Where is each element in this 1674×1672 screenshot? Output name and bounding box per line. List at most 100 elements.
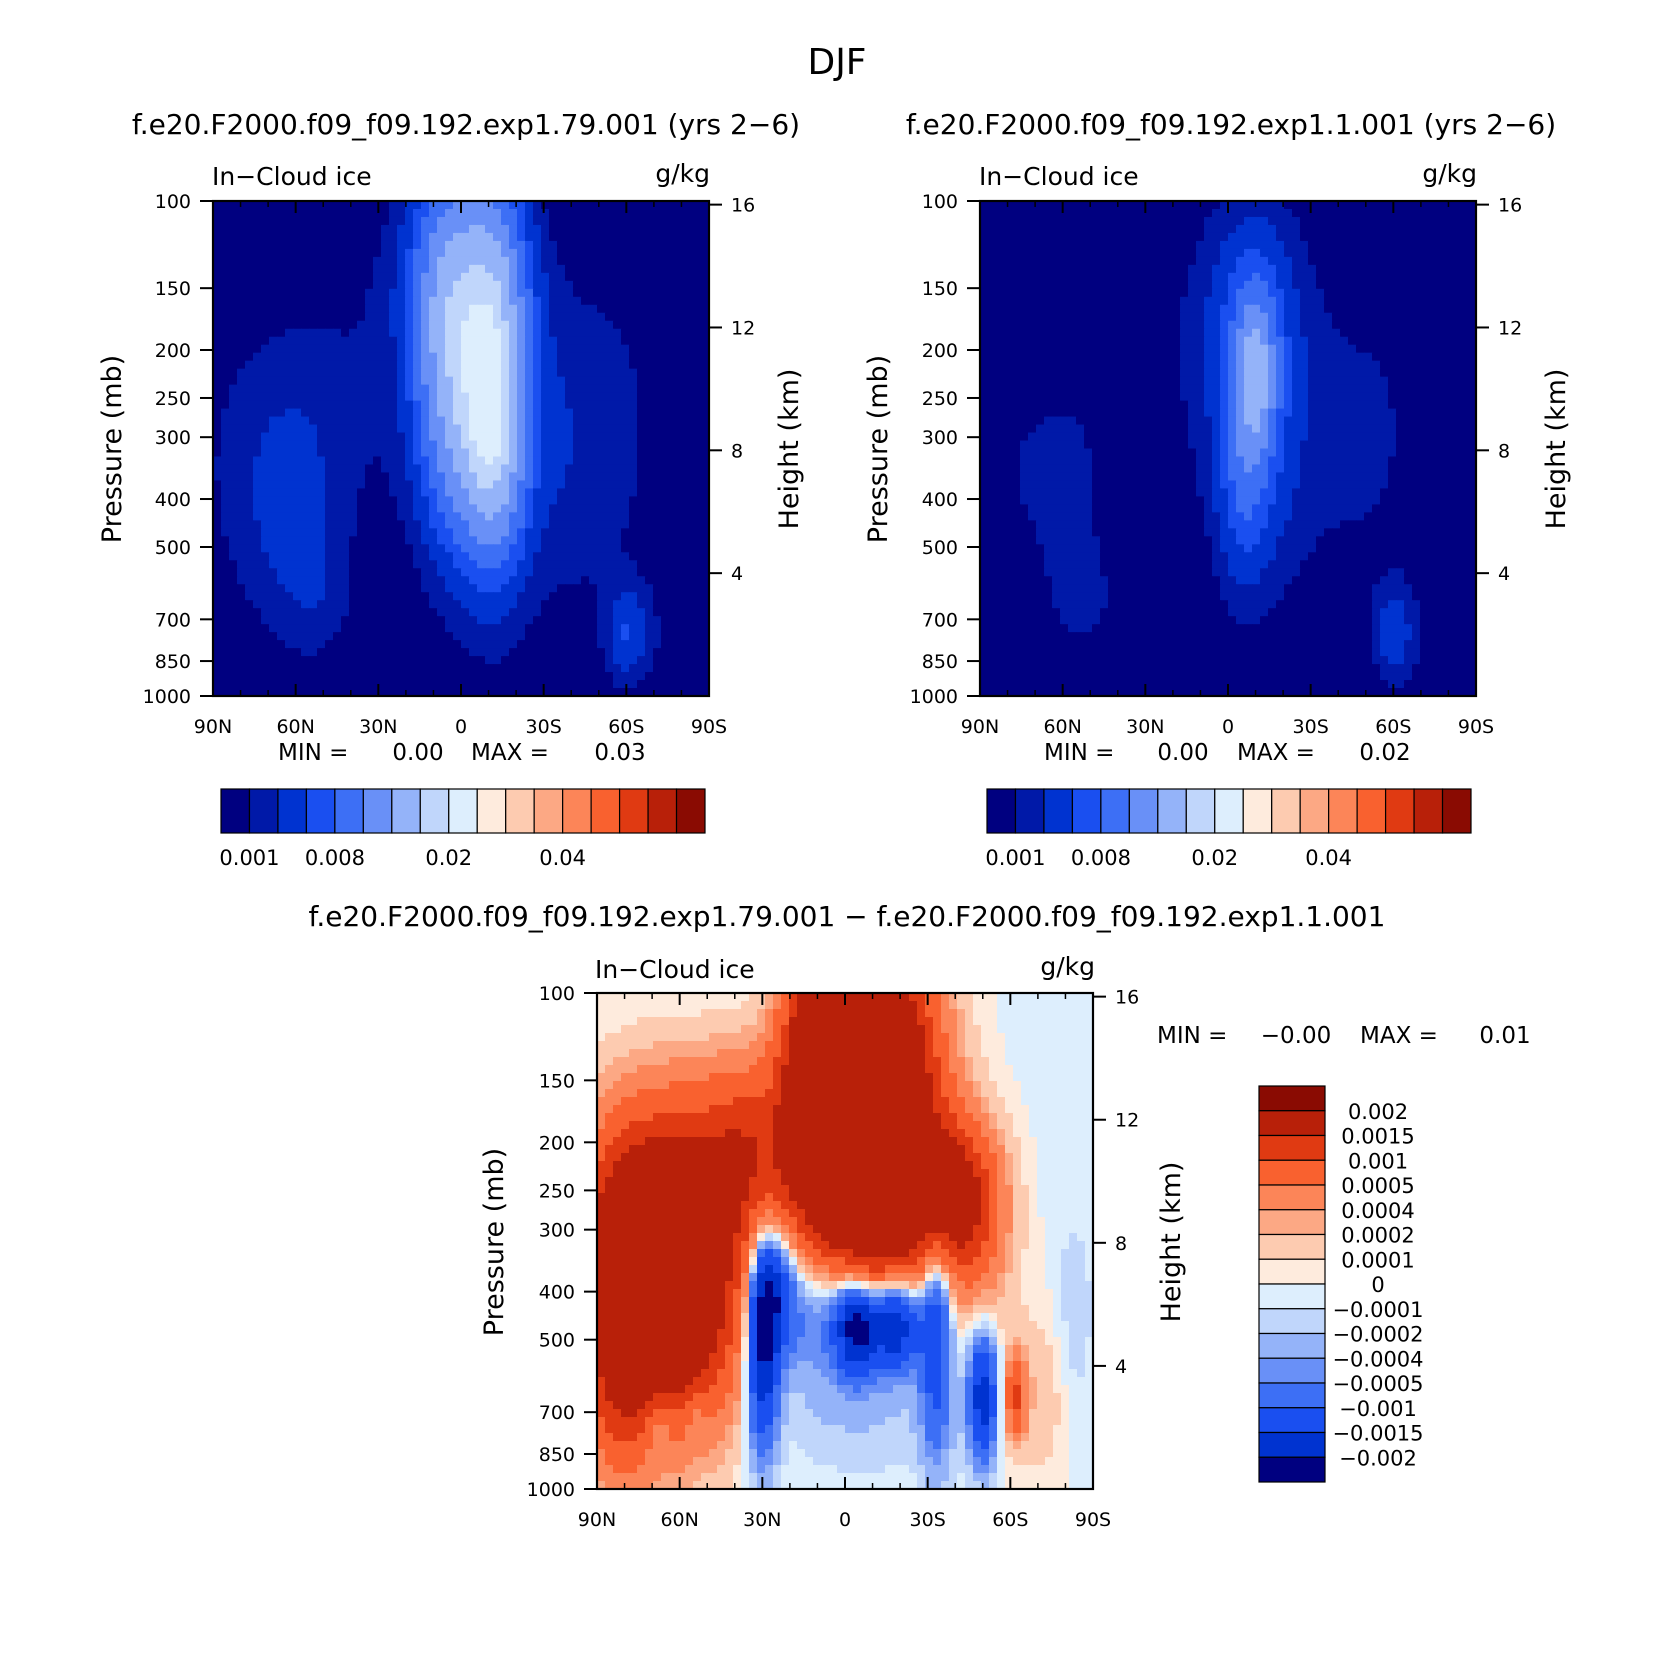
field-cell — [1300, 280, 1309, 290]
field-cell — [1324, 232, 1333, 242]
field-cell — [685, 288, 694, 298]
field-cell — [493, 304, 502, 314]
field-cell — [317, 520, 326, 529]
field-cell — [213, 512, 222, 521]
field-cell — [245, 544, 254, 553]
field-cell — [213, 392, 222, 402]
field-cell — [285, 544, 294, 553]
field-cell — [373, 672, 382, 681]
field-cell — [605, 680, 614, 689]
field-cell — [1236, 320, 1245, 330]
field-cell — [581, 496, 590, 505]
field-cell — [477, 392, 486, 402]
field-cell — [317, 496, 326, 505]
field-cell — [429, 296, 438, 306]
field-cell — [349, 312, 358, 322]
field-cell — [653, 544, 662, 553]
field-cell — [613, 432, 622, 442]
field-cell — [701, 544, 710, 553]
field-cell — [453, 288, 462, 298]
field-cell — [445, 232, 454, 242]
field-cell — [213, 320, 222, 330]
field-cell — [469, 568, 478, 577]
field-cell — [397, 224, 406, 234]
field-cell — [373, 560, 382, 569]
field-cell — [325, 224, 334, 234]
field-cell — [389, 632, 398, 641]
field-cell — [237, 656, 246, 665]
field-cell — [285, 536, 294, 545]
field-cell — [1004, 208, 1013, 218]
field-cell — [429, 328, 438, 338]
field-cell — [221, 688, 230, 697]
field-cell — [397, 600, 406, 609]
field-cell — [1452, 208, 1461, 218]
field-cell — [293, 544, 302, 553]
field-cell — [693, 432, 702, 442]
field-cell — [365, 312, 374, 322]
field-cell — [317, 584, 326, 593]
field-cell — [1068, 312, 1077, 322]
field-cell — [325, 240, 334, 250]
field-cell — [357, 616, 366, 625]
field-cell — [229, 688, 238, 697]
field-cell — [637, 560, 646, 569]
field-cell — [325, 384, 334, 394]
field-cell — [557, 440, 566, 450]
field-cell — [581, 400, 590, 410]
field-cell — [613, 488, 622, 497]
field-cell — [1044, 312, 1053, 322]
field-cell — [1292, 216, 1301, 226]
field-cell — [541, 336, 550, 346]
field-cell — [533, 288, 542, 298]
field-cell — [1212, 232, 1221, 242]
field-cell — [549, 376, 558, 386]
field-cell — [1108, 312, 1117, 322]
field-cell — [373, 392, 382, 402]
field-cell — [365, 264, 374, 274]
field-cell — [373, 456, 382, 466]
field-cell — [980, 208, 989, 218]
field-cell — [1052, 288, 1061, 298]
field-cell — [429, 592, 438, 601]
field-cell — [429, 568, 438, 577]
field-cell — [221, 528, 230, 537]
field-cell — [629, 344, 638, 354]
field-cell — [445, 264, 454, 274]
field-cell — [1204, 312, 1213, 322]
field-cell — [301, 344, 310, 354]
field-cell — [1172, 240, 1181, 250]
field-cell — [533, 336, 542, 346]
field-cell — [317, 688, 326, 697]
field-cell — [605, 568, 614, 577]
field-cell — [1252, 296, 1261, 306]
field-cell — [229, 368, 238, 378]
field-cell — [565, 368, 574, 378]
field-cell — [1132, 216, 1141, 226]
field-cell — [565, 632, 574, 641]
field-cell — [229, 201, 238, 210]
field-cell — [325, 544, 334, 553]
field-cell — [685, 456, 694, 466]
field-cell — [645, 248, 654, 258]
field-cell — [629, 376, 638, 386]
field-cell — [349, 592, 358, 601]
field-cell — [485, 672, 494, 681]
field-cell — [453, 400, 462, 410]
field-cell — [1180, 280, 1189, 290]
field-cell — [477, 440, 486, 450]
field-cell — [541, 201, 550, 210]
field-cell — [1292, 280, 1301, 290]
field-cell — [645, 488, 654, 497]
field-cell — [493, 216, 502, 226]
field-cell — [693, 360, 702, 370]
field-cell — [477, 560, 486, 569]
field-cell — [461, 240, 470, 250]
field-cell — [453, 216, 462, 226]
field-cell — [277, 512, 286, 521]
field-cell — [980, 312, 989, 322]
field-cell — [269, 552, 278, 561]
field-cell — [229, 336, 238, 346]
field-cell — [1100, 264, 1109, 274]
field-cell — [541, 416, 550, 426]
